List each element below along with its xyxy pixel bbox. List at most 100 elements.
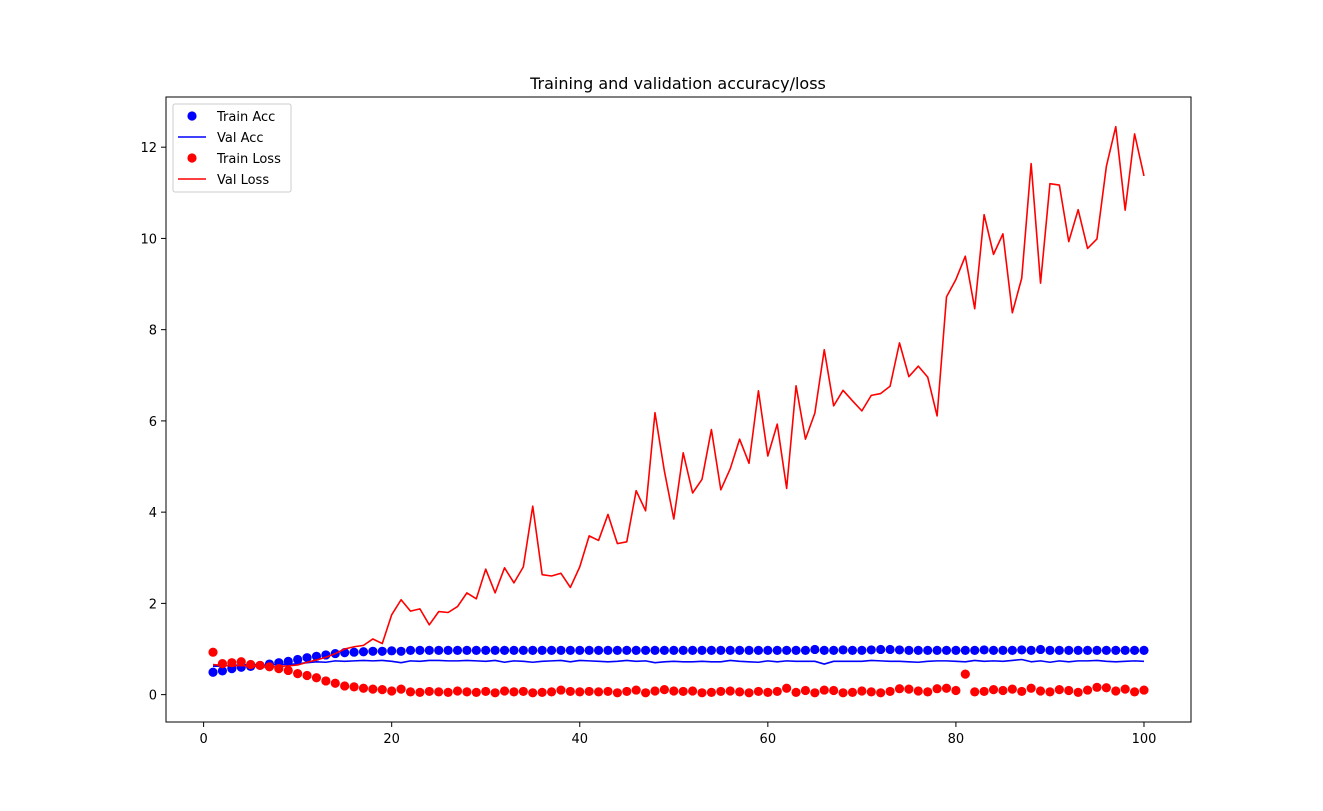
train-loss-point (678, 686, 688, 697)
train-loss-point (330, 678, 340, 688)
y-tick-label: 0 (149, 689, 157, 704)
train-loss-point (302, 670, 312, 681)
train-loss-point (471, 687, 481, 697)
train-loss-point (829, 685, 839, 696)
x-tick-label: 80 (948, 732, 965, 747)
train-loss-point (246, 659, 256, 670)
train-acc-point (603, 645, 613, 655)
train-loss-point (499, 686, 510, 696)
train-acc-point (452, 645, 463, 655)
train-acc-point (415, 645, 425, 655)
train-acc-point (970, 645, 980, 655)
train-loss-point (217, 659, 228, 669)
train-acc-point (499, 645, 510, 655)
train-acc-point (490, 645, 500, 655)
train-loss-point (1064, 685, 1074, 696)
train-acc-point (584, 645, 594, 655)
train-loss-point (932, 684, 942, 694)
train-acc-point (640, 645, 651, 655)
train-acc-point (1007, 645, 1017, 655)
y-tick-label: 10 (140, 232, 157, 247)
train-acc-point (772, 645, 782, 655)
train-acc-point (819, 645, 829, 655)
train-loss-point (1129, 687, 1140, 697)
train-loss-point (368, 684, 378, 694)
train-loss-point (744, 688, 754, 698)
train-loss-point (866, 687, 876, 697)
train-loss-point (452, 686, 463, 696)
train-acc-point (744, 645, 754, 655)
train-acc-point (829, 645, 839, 655)
train-acc-point (763, 645, 773, 655)
train-acc-point (293, 654, 303, 665)
train-loss-point (415, 687, 425, 697)
train-loss-point (1092, 682, 1102, 692)
train-acc-point (302, 653, 312, 663)
train-acc-point (565, 645, 575, 655)
train-loss-point (528, 688, 538, 698)
train-loss-point (1073, 687, 1083, 697)
y-tick-label: 8 (149, 324, 157, 339)
train-acc-point (537, 645, 547, 655)
train-loss-point (960, 669, 970, 679)
train-acc-point (669, 645, 679, 655)
train-loss-point (782, 683, 792, 693)
train-loss-point (810, 688, 820, 698)
train-acc-point (405, 645, 416, 655)
train-loss-point (941, 683, 952, 693)
train-loss-point (1111, 686, 1121, 696)
val-loss-line (212, 125, 1145, 669)
legend: Train Acc Val Acc Train Loss Val Loss (172, 103, 292, 193)
train-loss-point (293, 669, 303, 679)
train-acc-point (979, 645, 989, 655)
train-acc-point (396, 646, 406, 656)
train-acc-point (217, 666, 228, 676)
train-acc-point (1082, 645, 1093, 655)
axis-ticks: 0 20 40 60 80 100 0 2 4 6 8 10 12 (140, 141, 1156, 747)
train-loss-point (1026, 683, 1036, 693)
train-loss-point (358, 683, 369, 693)
train-acc-point (622, 645, 632, 655)
train-loss-point (838, 688, 848, 698)
train-acc-point (866, 645, 876, 655)
x-tick-label: 20 (383, 732, 400, 747)
train-acc-point (631, 645, 641, 655)
train-loss-point (819, 685, 829, 695)
train-acc-point (885, 644, 895, 655)
train-acc-point (1139, 645, 1149, 655)
train-acc-point (1026, 645, 1036, 655)
train-loss-point (321, 676, 331, 686)
train-acc-point (1017, 645, 1027, 655)
legend-label: Val Acc (217, 131, 264, 146)
train-loss-point (988, 685, 999, 695)
x-tick-label: 60 (760, 732, 777, 747)
train-loss-point (1139, 685, 1149, 695)
train-loss-point (255, 660, 265, 671)
train-loss-point (481, 686, 491, 697)
train-acc-point (1092, 645, 1102, 655)
train-acc-point (725, 645, 735, 655)
val-acc-line (212, 658, 1145, 668)
train-acc-point (857, 645, 867, 655)
train-loss-point (857, 686, 867, 696)
train-loss-point (1017, 686, 1027, 697)
train-loss-point (518, 686, 528, 697)
train-acc-point (1120, 645, 1130, 655)
train-loss-point (669, 686, 679, 696)
train-loss-point (340, 681, 350, 691)
train-loss-point (753, 686, 764, 697)
train-acc-point (735, 645, 745, 655)
train-loss-point (584, 686, 594, 697)
train-acc-point (960, 645, 970, 655)
train-loss-point (490, 688, 500, 698)
train-acc-point (838, 645, 848, 655)
train-loss-point (904, 684, 914, 694)
train-acc-point (941, 645, 952, 655)
train-loss-point (716, 686, 726, 697)
train-loss-point (735, 687, 745, 697)
train-acc-point (998, 645, 1008, 655)
train-loss-point (1054, 685, 1064, 695)
train-loss-point (697, 688, 707, 698)
train-loss-point (349, 682, 359, 692)
